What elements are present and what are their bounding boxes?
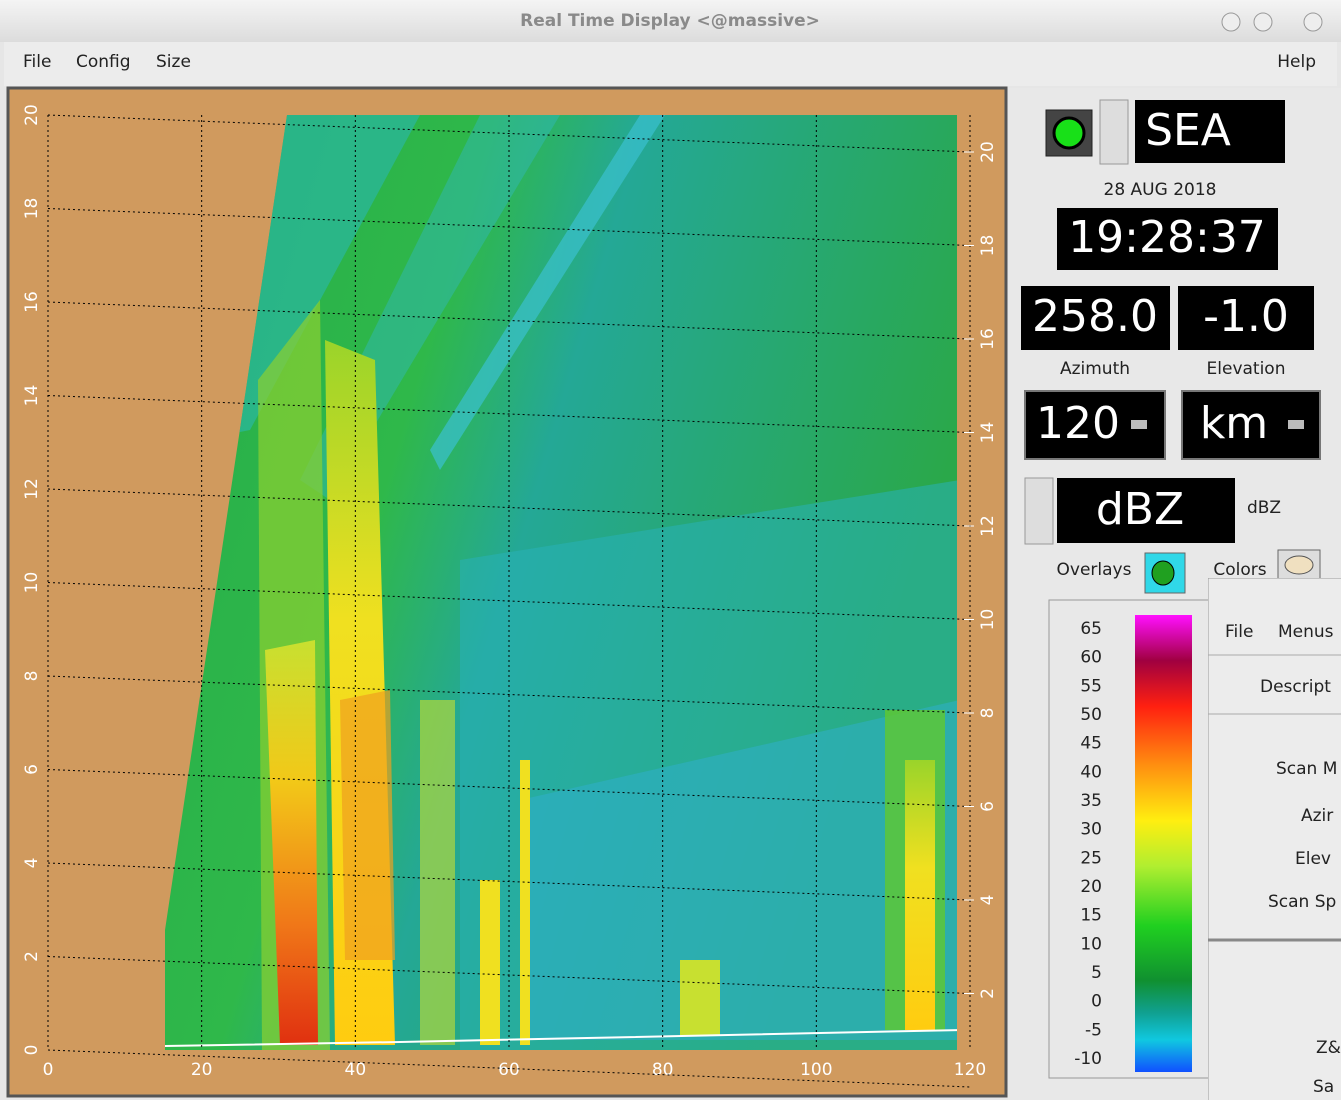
- y2-tick-label: 4: [978, 895, 998, 906]
- sub-menu-menus[interactable]: Menus: [1278, 622, 1334, 642]
- y2-tick-label: 12: [978, 515, 998, 537]
- sub-window-frame: [1208, 578, 1341, 1100]
- y-tick-label: 2: [22, 951, 42, 962]
- colorbar-label: 45: [1080, 734, 1102, 754]
- echo-cell: [905, 760, 935, 1030]
- y-tick-label: 10: [22, 572, 42, 594]
- station: SEA: [1145, 105, 1231, 156]
- colorbar-label: 60: [1080, 648, 1102, 668]
- menu-help[interactable]: Help: [1277, 52, 1316, 72]
- status-led: [1054, 118, 1084, 148]
- x-tick-label: 100: [800, 1060, 832, 1080]
- y2-tick-label: 16: [978, 328, 998, 350]
- colorbar-label: 5: [1091, 963, 1102, 983]
- colorbar-label: 30: [1080, 820, 1102, 840]
- colorbar-label: 10: [1080, 934, 1102, 954]
- y-tick-label: 20: [22, 104, 42, 126]
- sub-label: Azir: [1301, 806, 1333, 826]
- azimuth: 258.0: [1032, 291, 1158, 342]
- colorbar-label: 25: [1080, 848, 1102, 868]
- echo-cell: [420, 700, 455, 1045]
- colorbar-label: -10: [1074, 1049, 1102, 1069]
- close-button[interactable]: [1304, 13, 1322, 31]
- y-tick-label: 16: [22, 291, 42, 313]
- echo-cell: [480, 880, 500, 1045]
- x-tick-label: 20: [191, 1060, 213, 1080]
- colorbar-label: 35: [1080, 791, 1102, 811]
- sub-label: Scan Sp: [1268, 892, 1336, 912]
- y2-tick-label: 8: [978, 708, 998, 719]
- sub-label: Z&: [1316, 1038, 1341, 1058]
- x-tick-label: 0: [43, 1060, 54, 1080]
- colorbar-label: 20: [1080, 877, 1102, 897]
- echo-cell: [520, 760, 530, 1045]
- screen: Real Time Display <@massive> File Config…: [0, 0, 1341, 1100]
- range: 120: [1036, 398, 1120, 449]
- colorbar-label: 65: [1080, 619, 1102, 639]
- sub-label: Elev: [1295, 849, 1331, 869]
- x-tick-label: 60: [498, 1060, 520, 1080]
- toggle[interactable]: [1025, 478, 1053, 544]
- y-tick-label: 14: [22, 385, 42, 407]
- y2-tick-label: 10: [978, 609, 998, 631]
- y2-tick-label: 20: [978, 141, 998, 163]
- minimize-button[interactable]: [1222, 13, 1240, 31]
- x-tick-label: 120: [954, 1060, 986, 1080]
- y2-tick-label: 14: [978, 422, 998, 444]
- window-title: Real Time Display <@massive>: [520, 11, 820, 31]
- colors-icon: [1285, 556, 1313, 574]
- colorbar-label: 0: [1091, 992, 1102, 1012]
- azimuth-label: Azimuth: [1060, 359, 1130, 379]
- echo-cell: [340, 690, 395, 960]
- toggle[interactable]: [1100, 100, 1128, 164]
- units-button[interactable]: [1288, 420, 1304, 429]
- colorbar-label: 55: [1080, 676, 1102, 696]
- colorbar: [1135, 615, 1192, 1072]
- menu-bar: [4, 42, 1337, 86]
- date: 28 AUG 2018: [1104, 180, 1217, 200]
- x-tick-label: 80: [652, 1060, 674, 1080]
- elevation: -1.0: [1203, 291, 1289, 342]
- field-units: dBZ: [1247, 498, 1281, 518]
- colorbar-label: 15: [1080, 906, 1102, 926]
- range-button[interactable]: [1131, 420, 1147, 429]
- y-tick-label: 0: [22, 1045, 42, 1056]
- y-tick-label: 12: [22, 478, 42, 500]
- echo-cell: [680, 960, 720, 1035]
- colorbar-label: 50: [1080, 705, 1102, 725]
- y2-tick-label: 6: [978, 801, 998, 812]
- y-tick-label: 6: [22, 764, 42, 775]
- y-tick-label: 4: [22, 858, 42, 869]
- menu-config[interactable]: Config: [76, 52, 131, 72]
- y-tick-label: 8: [22, 671, 42, 682]
- sub-window: File Menus Descript Scan M Azir Elev Sca…: [1208, 578, 1341, 1100]
- y-tick-label: 18: [22, 198, 42, 220]
- sub-menu-file[interactable]: File: [1225, 622, 1253, 642]
- menu-file[interactable]: File: [23, 52, 51, 72]
- colorbar-label: 40: [1080, 762, 1102, 782]
- overlays-icon: [1152, 561, 1174, 585]
- y2-tick-label: 2: [978, 988, 998, 999]
- sub-label: Descript: [1260, 677, 1331, 697]
- units: km: [1200, 398, 1268, 449]
- y2-tick-label: 18: [978, 235, 998, 257]
- page: Real Time Display <@massive> File Config…: [0, 0, 1341, 1100]
- overlays-label: Overlays: [1057, 560, 1132, 580]
- menu-size[interactable]: Size: [156, 52, 191, 72]
- elevation-label: Elevation: [1207, 359, 1286, 379]
- sub-label: Sa: [1313, 1077, 1334, 1097]
- colors-label: Colors: [1213, 560, 1266, 580]
- time: 19:28:37: [1068, 212, 1266, 263]
- maximize-button[interactable]: [1254, 13, 1272, 31]
- field: dBZ: [1096, 484, 1184, 535]
- colorbar-label: -5: [1085, 1020, 1102, 1040]
- sub-label: Scan M: [1276, 759, 1337, 779]
